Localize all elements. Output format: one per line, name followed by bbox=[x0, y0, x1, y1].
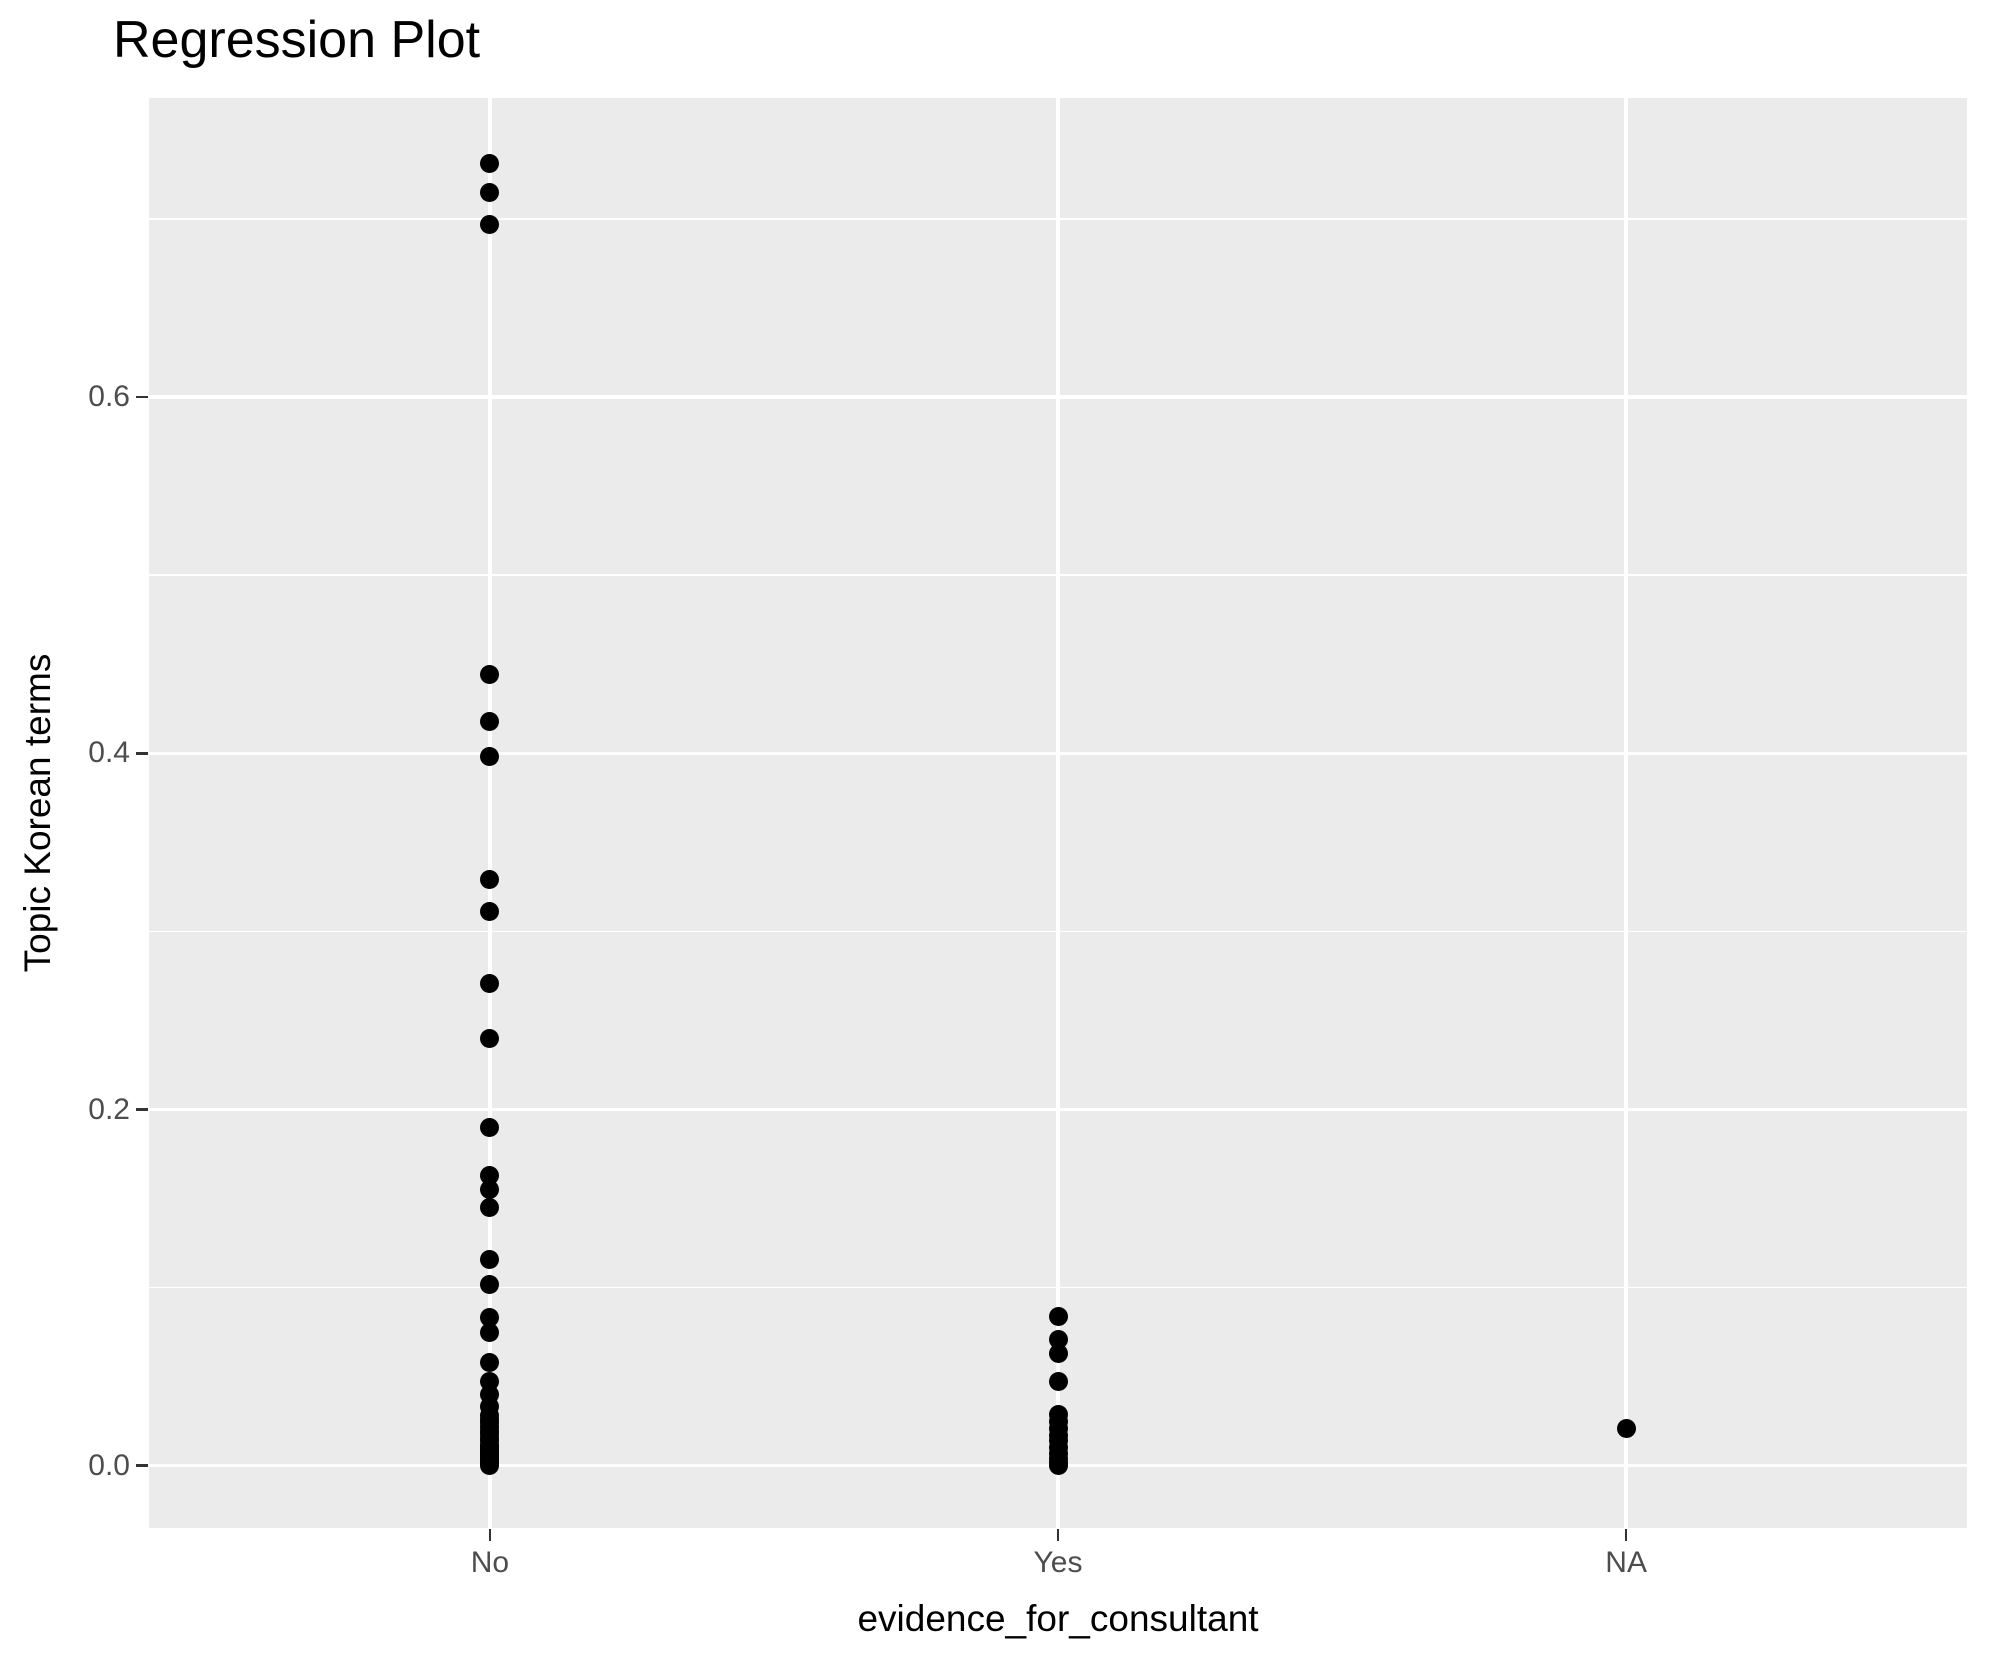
data-point bbox=[1048, 1306, 1068, 1326]
data-point bbox=[480, 214, 500, 234]
data-point bbox=[480, 1180, 500, 1200]
data-point bbox=[480, 870, 500, 890]
data-point bbox=[480, 1117, 500, 1137]
x-tick-mark bbox=[1056, 1529, 1060, 1541]
y-tick-mark bbox=[136, 752, 148, 755]
data-point bbox=[1048, 1456, 1068, 1476]
x-tick-label: No bbox=[470, 1546, 510, 1579]
plot-panel bbox=[149, 98, 1967, 1528]
y-tick-mark bbox=[136, 1464, 148, 1467]
x-tick-label: NA bbox=[1605, 1546, 1647, 1579]
data-point bbox=[480, 182, 500, 202]
data-point bbox=[480, 154, 500, 174]
y-tick-mark bbox=[136, 395, 148, 399]
x-axis-title: evidence_for_consultant bbox=[857, 1598, 1259, 1639]
category-gridline bbox=[488, 98, 492, 1528]
category-gridline bbox=[1056, 98, 1060, 1528]
y-tick-label: 0.4 bbox=[88, 736, 130, 770]
y-axis-title: Topic Korean terms bbox=[17, 653, 58, 973]
y-tick-label: 0.0 bbox=[88, 1448, 130, 1482]
data-point bbox=[1616, 1418, 1636, 1438]
data-point bbox=[480, 1028, 500, 1048]
category-gridline bbox=[1624, 98, 1628, 1528]
y-tick-label: 0.2 bbox=[88, 1092, 130, 1126]
data-point bbox=[480, 711, 500, 731]
x-tick-mark bbox=[488, 1529, 492, 1541]
data-point bbox=[480, 973, 500, 993]
plot-title: Regression Plot bbox=[113, 11, 481, 69]
data-point bbox=[480, 1274, 500, 1294]
x-tick-label: Yes bbox=[1033, 1546, 1083, 1579]
data-point bbox=[480, 902, 500, 922]
data-point bbox=[1048, 1343, 1068, 1363]
data-point bbox=[480, 1322, 500, 1342]
data-point bbox=[480, 665, 500, 685]
data-point bbox=[1048, 1329, 1068, 1349]
x-tick-mark bbox=[1624, 1529, 1628, 1541]
data-point bbox=[480, 1308, 500, 1328]
y-tick-label: 0.6 bbox=[88, 380, 130, 414]
data-point bbox=[480, 1197, 500, 1217]
data-point bbox=[1048, 1372, 1068, 1392]
data-point bbox=[480, 1249, 500, 1269]
data-point bbox=[480, 1352, 500, 1372]
data-point bbox=[480, 747, 500, 767]
data-point bbox=[480, 1456, 500, 1476]
y-tick-mark bbox=[136, 1108, 148, 1111]
